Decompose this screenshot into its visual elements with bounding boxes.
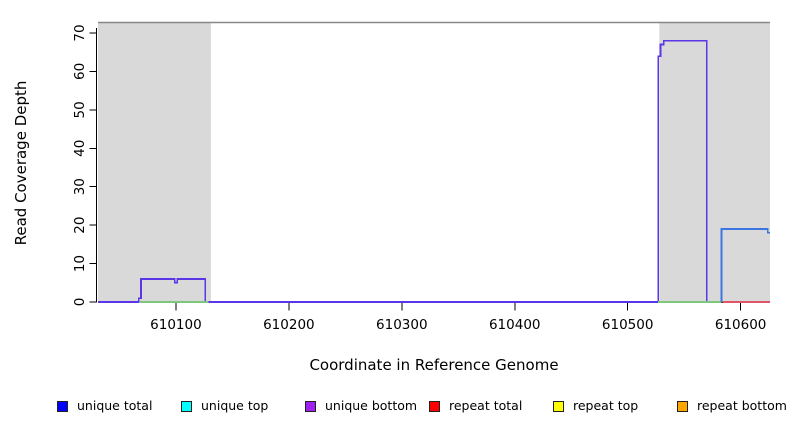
legend-item-unique-bottom: unique bottom [305,397,417,415]
x-axis-title: Coordinate in Reference Genome [309,356,558,374]
legend-item-repeat-top: repeat top [553,397,638,415]
x-tick-label: 610600 [715,317,767,333]
legend-label: repeat top [573,398,639,413]
shaded-regions [98,22,770,302]
y-tick-label: 60 [72,63,88,80]
y-tick-label: 10 [72,255,88,272]
series-line [98,39,722,303]
y-tick-label: 70 [72,24,88,41]
y-tick-label: 30 [72,178,88,195]
axes: 610100 610200 610300 610400 610500 610600 0 10 2… [72,24,766,333]
chart-legend: unique total unique top unique bottom repea… [0,397,792,419]
coverage-series-lines [98,39,770,303]
x-tick-label: 610500 [602,317,654,333]
x-tick-label: 610200 [263,317,315,333]
legend-label: unique bottom [325,398,418,413]
legend-item-unique-total: unique total [57,397,152,415]
legend-item-repeat-bottom: repeat bottom [677,397,787,415]
legend-item-unique-top: unique top [181,397,268,415]
masked-region [98,22,211,302]
legend-label: repeat total [449,398,523,413]
masked-region [659,22,770,302]
legend-label: unique total [77,398,153,413]
y-tick-label: 40 [72,140,88,157]
legend-swatch-repeat-top [553,400,564,412]
y-tick-label: 0 [72,298,88,307]
legend-label: repeat bottom [697,398,787,413]
legend-swatch-unique-total [57,400,68,412]
series-line [720,228,770,302]
legend-swatch-unique-bottom [305,400,316,412]
legend-swatch-repeat-total [429,400,440,412]
legend-item-repeat-total: repeat total [429,397,522,415]
x-tick-label: 610100 [150,317,202,333]
y-tick-label: 20 [72,217,88,234]
legend-swatch-unique-top [181,400,192,412]
y-axis-title: Read Coverage Depth [12,81,30,246]
legend-swatch-repeat-bottom [677,400,688,412]
x-tick-label: 610300 [376,317,428,333]
y-tick-label: 50 [72,101,88,118]
legend-label: unique top [201,398,269,413]
x-tick-label: 610400 [489,317,541,333]
